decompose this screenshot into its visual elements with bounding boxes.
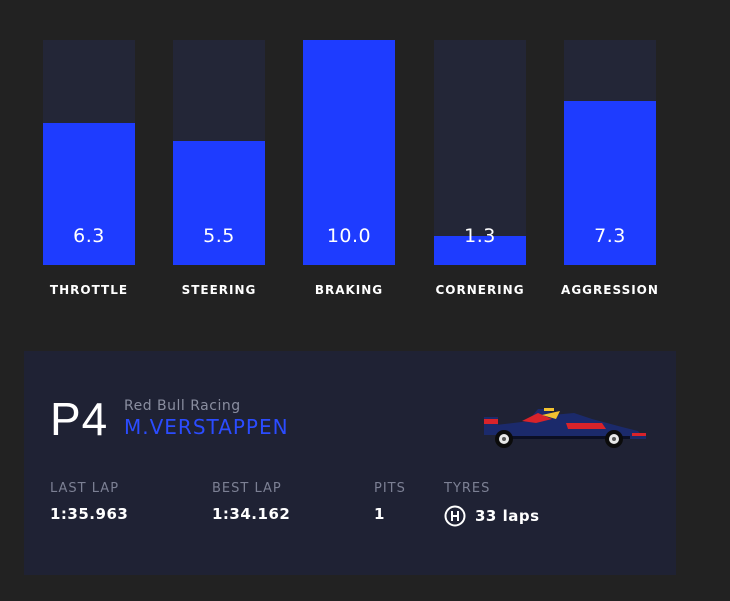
- stat-value: 5.5: [203, 225, 235, 247]
- team-name: Red Bull Racing: [124, 398, 241, 414]
- last-lap-value: 1:35.963: [50, 505, 129, 523]
- stat-bar-fill: [434, 236, 526, 265]
- driver-stats-panel: 6.3 THROTTLE 5.5 STEERING 10.0 BRAKING 1…: [43, 40, 659, 297]
- stat-value: 10.0: [326, 225, 372, 247]
- tyres-block: TYRES 33 laps: [444, 481, 540, 527]
- last-lap-label: LAST LAP: [50, 481, 120, 496]
- stat-value: 6.3: [73, 225, 105, 247]
- stat-bar-track: 6.3: [43, 40, 135, 265]
- stat-bar-track: 5.5: [173, 40, 265, 265]
- f1-car-icon: [484, 408, 646, 448]
- stat-bar-fill: [303, 40, 395, 265]
- stat-bar-track: 7.3: [564, 40, 656, 265]
- pits-label: PITS: [374, 481, 406, 496]
- pits-value: 1: [374, 505, 385, 523]
- best-lap-value: 1:34.162: [212, 505, 291, 523]
- stat-label: STEERING: [181, 283, 257, 297]
- best-lap-label: BEST LAP: [212, 481, 282, 496]
- race-position: P4: [50, 393, 109, 445]
- last-lap-block: LAST LAP 1:35.963: [50, 481, 128, 523]
- driver-card[interactable]: P4 Red Bull Racing M.VERSTAPPEN LAST LAP…: [24, 351, 676, 575]
- stat-label: CORNERING: [435, 283, 525, 297]
- stat-value: 7.3: [594, 225, 626, 247]
- stat-label: BRAKING: [314, 283, 384, 297]
- stat-label: THROTTLE: [49, 283, 129, 297]
- stat-bar-fill: [564, 101, 656, 265]
- tyres-value: 33 laps: [475, 507, 540, 525]
- stat-value: 1.3: [464, 225, 496, 247]
- stat-bar-fill: [173, 141, 265, 265]
- best-lap-block: BEST LAP 1:34.162: [212, 481, 290, 523]
- stat-label: AGGRESSION: [561, 283, 659, 297]
- tyres-value-row: 33 laps: [444, 505, 540, 527]
- pits-block: PITS 1: [374, 481, 406, 523]
- stat-bar-track: 1.3: [434, 40, 526, 265]
- driver-name: M.VERSTAPPEN: [124, 415, 289, 439]
- stat-bar-fill: [43, 123, 135, 265]
- hard-tyre-icon: [444, 505, 466, 527]
- tyres-label: TYRES: [444, 481, 491, 496]
- stat-bar-track: 10.0: [303, 40, 395, 265]
